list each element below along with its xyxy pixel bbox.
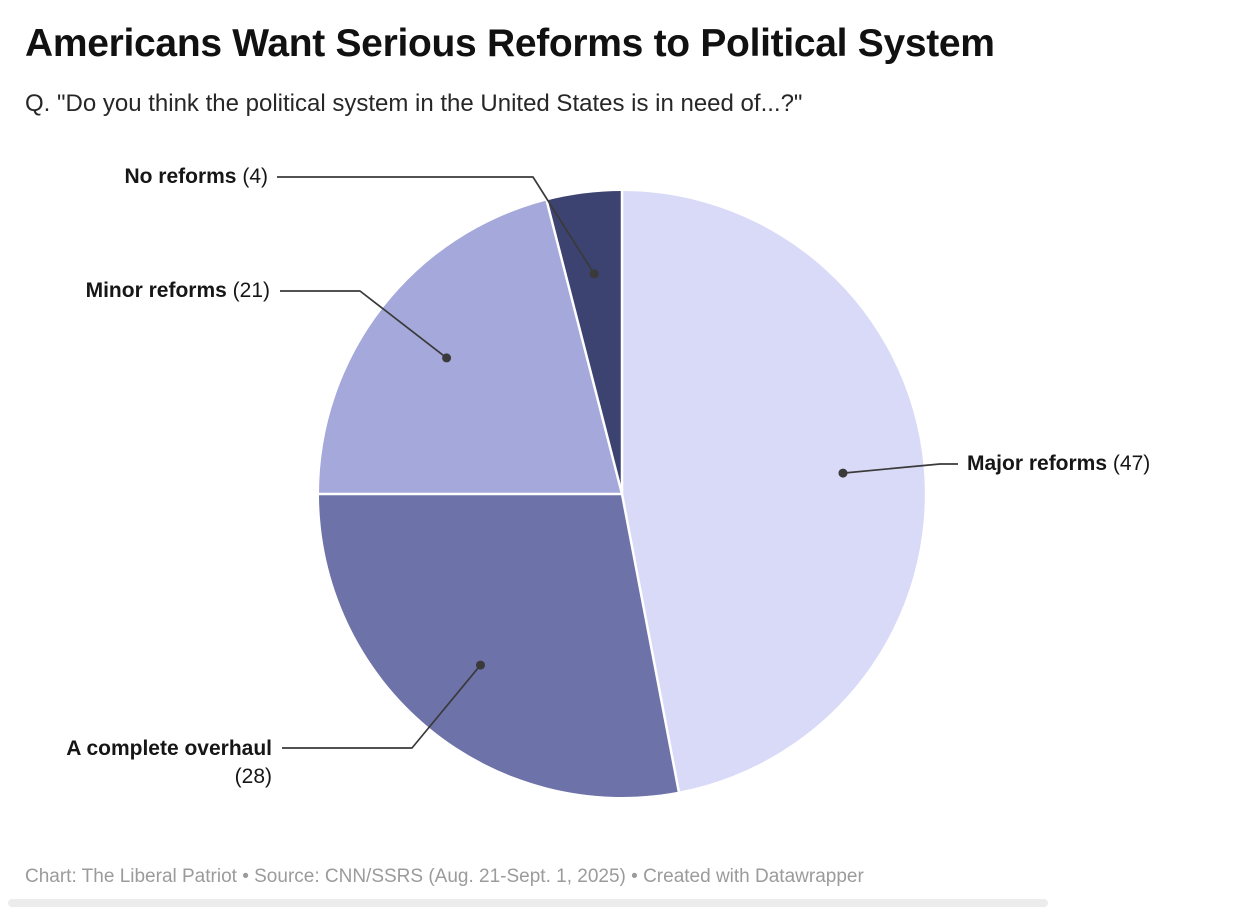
slice-label-complete-overhaul: A complete overhaul (28) <box>66 735 272 791</box>
chart-subtitle: Q. "Do you think the political system in… <box>25 90 803 117</box>
pie-slice-a-complete-overhaul[interactable] <box>319 494 679 797</box>
label-anchor-dot <box>476 660 485 670</box>
label-anchor-dot <box>838 468 848 478</box>
horizontal-scrollbar[interactable] <box>8 899 1048 907</box>
slice-label-minor-reforms: Minor reforms (21) <box>86 278 270 304</box>
label-connector-line <box>282 664 482 749</box>
slice-separator <box>620 493 681 792</box>
label-connector-line <box>842 463 958 474</box>
slice-label-value: (28) <box>234 765 272 788</box>
label-anchor-dot <box>589 269 599 279</box>
slice-label-text: A complete overhaul <box>66 737 272 760</box>
slice-label-value: (47) <box>1112 452 1151 475</box>
slice-label-value: (4) <box>242 165 268 188</box>
attribution-footer: Chart: The Liberal Patriot • Source: CNN… <box>25 866 864 887</box>
label-connector-line <box>277 176 595 275</box>
label-anchor-dot <box>442 353 452 363</box>
slice-separator <box>545 200 624 495</box>
pie-slice-minor-reforms[interactable] <box>319 200 622 495</box>
slice-label-text: Minor reforms <box>85 279 227 302</box>
slice-label-text: Major reforms <box>967 452 1108 475</box>
pie-slice-major-reforms[interactable] <box>622 191 925 792</box>
label-connector-line <box>280 290 448 359</box>
slice-label-major-reforms: Major reforms (47) <box>967 451 1150 477</box>
slice-label-value: (21) <box>232 279 270 302</box>
chart-title: Americans Want Serious Reforms to Politi… <box>25 22 995 65</box>
slice-label-no-reforms: No reforms (4) <box>124 164 268 190</box>
slice-label-text: No reforms <box>124 165 237 188</box>
